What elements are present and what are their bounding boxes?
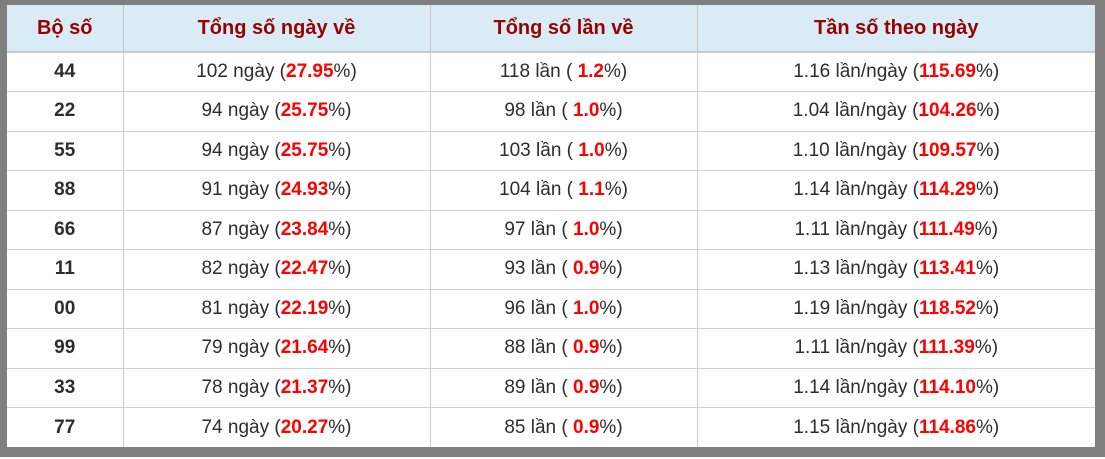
times-cell: 98 lần ( 1.0%) (430, 91, 698, 132)
percent-value: 114.86 (918, 416, 977, 438)
table-row: 66 87 ngày (23.84%) 97 lần ( 1.0%) 1.11 lần… (7, 210, 1095, 250)
days-cell: 74 ngày (20.27%) (123, 407, 431, 447)
times-cell: 88 lần ( 0.9%) (430, 328, 698, 369)
frequency-cell: 1.16 lần/ngày (115.69%) (697, 52, 1095, 92)
percent-value: 1.0 (573, 218, 600, 240)
times-cell: 118 lần ( 1.2%) (430, 52, 698, 92)
pair-cell: 11 (7, 249, 124, 290)
percent-value: 0.9 (573, 258, 600, 280)
frequency-cell: 1.14 lần/ngày (114.29%) (697, 170, 1095, 211)
percent-value: 109.57 (918, 139, 977, 161)
frequency-cell: 1.13 lần/ngày (113.41%) (697, 249, 1095, 290)
percent-value: 111.49 (918, 218, 975, 240)
pair-cell: 44 (7, 52, 124, 92)
percent-value: 25.75 (280, 139, 329, 161)
percent-value: 22.19 (280, 297, 329, 319)
table-row: 00 81 ngày (22.19%) 96 lần ( 1.0%) 1.19 lần… (7, 289, 1095, 329)
pair-cell: 88 (7, 170, 124, 211)
pairs-statistics-table: Bộ số Tổng số ngày về Tổng số lần về Tần… (7, 5, 1095, 447)
percent-value: 1.0 (573, 100, 600, 122)
percent-value: 0.9 (573, 416, 600, 438)
table-header: Bộ số Tổng số ngày về Tổng số lần về Tần… (7, 5, 1095, 53)
times-cell: 97 lần ( 1.0%) (430, 210, 698, 250)
percent-value: 0.9 (573, 376, 600, 398)
frequency-cell: 1.04 lần/ngày (104.26%) (697, 91, 1095, 132)
pair-cell: 66 (7, 210, 124, 250)
table-body: 44 102 ngày (27.95%) 118 lần ( 1.2%) 1.16 l… (7, 52, 1095, 447)
table-row: 77 74 ngày (20.27%) 85 lần ( 0.9%) 1.15 lần… (7, 407, 1095, 447)
percent-value: 114.10 (918, 376, 977, 398)
table-row: 88 91 ngày (24.93%) 104 lần ( 1.1%) 1.14 lầ… (7, 170, 1095, 211)
table-row: 22 94 ngày (25.75%) 98 lần ( 1.0%) 1.04 lần… (7, 91, 1095, 132)
column-header-total-times: Tổng số lần về (430, 5, 698, 53)
times-cell: 89 lần ( 0.9%) (430, 368, 698, 408)
frequency-cell: 1.14 lần/ngày (114.10%) (697, 368, 1095, 408)
days-cell: 82 ngày (22.47%) (123, 249, 431, 290)
pair-cell: 99 (7, 328, 124, 369)
percent-value: 1.1 (578, 179, 605, 201)
percent-value: 1.0 (578, 139, 605, 161)
percent-value: 0.9 (573, 337, 600, 359)
pair-cell: 00 (7, 289, 124, 329)
percent-value: 1.0 (573, 297, 600, 319)
percent-value: 21.64 (280, 337, 329, 359)
percent-value: 25.75 (280, 100, 329, 122)
frequency-cell: 1.19 lần/ngày (118.52%) (697, 289, 1095, 329)
pair-cell: 55 (7, 131, 124, 171)
column-header-total-days: Tổng số ngày về (123, 5, 431, 53)
pair-cell: 77 (7, 407, 124, 447)
times-cell: 103 lần ( 1.0%) (430, 131, 698, 171)
times-cell: 85 lần ( 0.9%) (430, 407, 698, 447)
table-row: 99 79 ngày (21.64%) 88 lần ( 0.9%) 1.11 lần… (7, 328, 1095, 369)
frequency-cell: 1.15 lần/ngày (114.86%) (697, 407, 1095, 447)
frequency-cell: 1.10 lần/ngày (109.57%) (697, 131, 1095, 171)
times-cell: 96 lần ( 1.0%) (430, 289, 698, 329)
days-cell: 81 ngày (22.19%) (123, 289, 431, 329)
percent-value: 20.27 (280, 416, 329, 438)
times-cell: 104 lần ( 1.1%) (430, 170, 698, 211)
pair-cell: 33 (7, 368, 124, 408)
percent-value: 113.41 (918, 258, 977, 280)
percent-value: 22.47 (280, 258, 329, 280)
table-row: 44 102 ngày (27.95%) 118 lần ( 1.2%) 1.16 l… (7, 52, 1095, 92)
table-row: 11 82 ngày (22.47%) 93 lần ( 0.9%) 1.13 lần… (7, 249, 1095, 290)
percent-value: 118.52 (918, 297, 977, 319)
days-cell: 94 ngày (25.75%) (123, 91, 431, 132)
times-cell: 93 lần ( 0.9%) (430, 249, 698, 290)
header-row: Bộ số Tổng số ngày về Tổng số lần về Tần… (7, 5, 1095, 53)
column-header-daily-frequency: Tần số theo ngày (697, 5, 1095, 53)
percent-value: 111.39 (918, 337, 975, 359)
percent-value: 1.2 (577, 61, 604, 82)
days-cell: 94 ngày (25.75%) (123, 131, 431, 171)
percent-value: 23.84 (280, 218, 329, 240)
percent-value: 27.95 (286, 61, 334, 82)
percent-value: 104.26 (918, 100, 977, 122)
table-row: 55 94 ngày (25.75%) 103 lần ( 1.0%) 1.10 lầ… (7, 131, 1095, 171)
percent-value: 115.69 (918, 61, 977, 82)
days-cell: 79 ngày (21.64%) (123, 328, 431, 369)
days-cell: 91 ngày (24.93%) (123, 170, 431, 211)
frequency-cell: 1.11 lần/ngày (111.49%) (697, 210, 1095, 250)
pair-cell: 22 (7, 91, 124, 132)
table-row: 33 78 ngày (21.37%) 89 lần ( 0.9%) 1.14 lần… (7, 368, 1095, 408)
days-cell: 102 ngày (27.95%) (123, 52, 431, 92)
percent-value: 24.93 (280, 179, 329, 201)
column-header-pair: Bộ số (7, 5, 124, 53)
days-cell: 78 ngày (21.37%) (123, 368, 431, 408)
days-cell: 87 ngày (23.84%) (123, 210, 431, 250)
percent-value: 114.29 (918, 179, 977, 201)
percent-value: 21.37 (280, 376, 329, 398)
frequency-cell: 1.11 lần/ngày (111.39%) (697, 328, 1095, 369)
